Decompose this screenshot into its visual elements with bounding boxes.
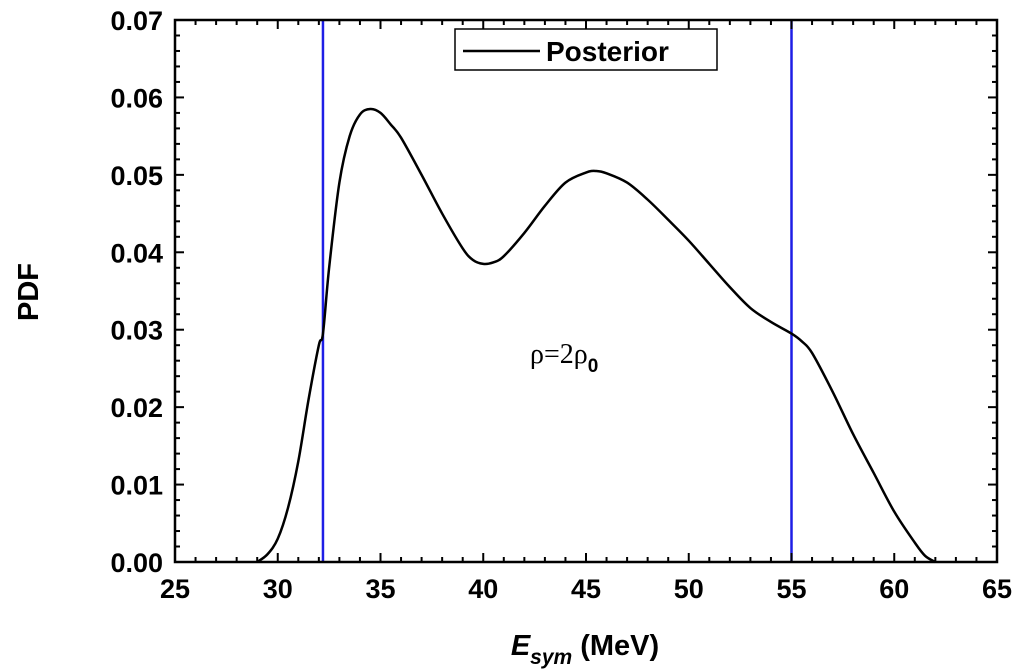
y-tick-label: 0.02 <box>110 393 163 423</box>
y-tick-label: 0.05 <box>110 161 163 191</box>
plot-frame <box>173 18 999 564</box>
x-tick-label: 30 <box>263 574 293 604</box>
ticks-layer: 25 30 35 40 45 50 55 60 65 0.00 0.01 0.02 0.03 0.04 0.… <box>110 6 1012 604</box>
x-axis-title-symbol: E <box>511 630 532 662</box>
x-axis-title-unit: (MeV) <box>580 630 659 662</box>
series-line-posterior <box>256 107 936 564</box>
legend: Posterior <box>454 28 718 71</box>
y-tick-label: 0.01 <box>110 471 163 501</box>
x-tick-label: 65 <box>982 574 1012 604</box>
x-tick-label: 35 <box>365 574 395 604</box>
y-tick-label: 0.04 <box>110 238 163 268</box>
x-axis-title-subscript: sym <box>530 646 572 669</box>
x-tick-label: 45 <box>571 574 601 604</box>
x-tick-label: 50 <box>674 574 704 604</box>
y-axis-title: PDF <box>13 263 45 321</box>
annotation-subscript: 0 <box>588 356 599 377</box>
y-tick-label: 0.03 <box>110 316 163 346</box>
y-tick-label: 0.06 <box>110 83 163 113</box>
annotation-base: ρ=2ρ <box>530 339 588 370</box>
x-tick-label: 40 <box>468 574 498 604</box>
legend-box <box>454 28 718 71</box>
x-tick-label: 60 <box>879 574 909 604</box>
curves-layer <box>256 20 936 564</box>
x-tick-label: 55 <box>776 574 806 604</box>
annotation: ρ=2ρ0 <box>530 339 598 377</box>
x-tick-label: 25 <box>160 574 190 604</box>
x-axis-title: Esym (MeV) <box>511 630 659 669</box>
y-tick-label: 0.07 <box>110 6 163 36</box>
y-tick-label: 0.00 <box>110 548 163 578</box>
legend-label: Posterior <box>546 36 669 67</box>
